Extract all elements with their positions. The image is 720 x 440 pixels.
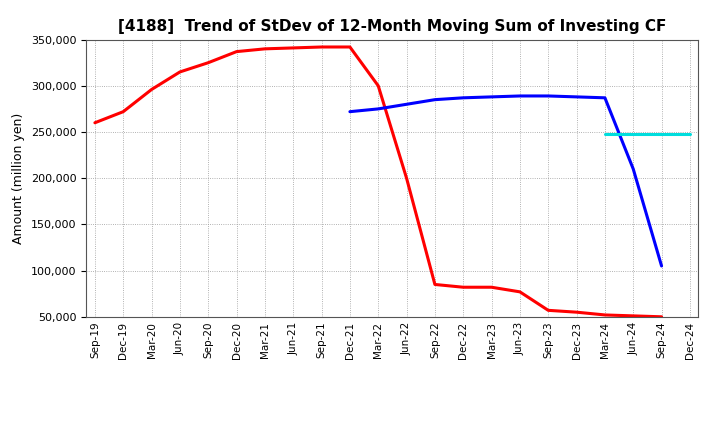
Y-axis label: Amount (million yen): Amount (million yen) [12,113,25,244]
Title: [4188]  Trend of StDev of 12-Month Moving Sum of Investing CF: [4188] Trend of StDev of 12-Month Moving… [118,19,667,34]
